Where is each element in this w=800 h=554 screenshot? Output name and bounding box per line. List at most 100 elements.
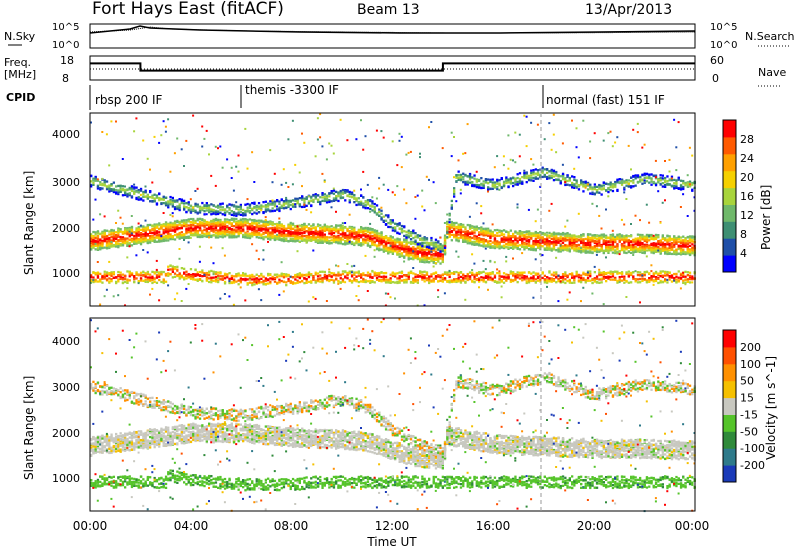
- data-cell: [380, 235, 383, 238]
- data-cell: [185, 219, 188, 222]
- data-cell: [90, 238, 93, 241]
- data-cell: [303, 227, 306, 230]
- data-cell: [371, 241, 374, 244]
- data-cell: [217, 279, 220, 282]
- data-cell: [323, 195, 326, 199]
- data-cell: [210, 222, 213, 226]
- data-cell: [173, 238, 177, 241]
- freq-right-tick-top: 60: [710, 54, 724, 67]
- data-cell: [369, 228, 372, 231]
- data-cell: [103, 239, 106, 242]
- data-cell: [287, 279, 290, 283]
- data-cell: [203, 213, 206, 216]
- data-cell: [509, 180, 512, 183]
- data-cell: [384, 249, 388, 252]
- data-cell: [198, 223, 202, 226]
- data-cell: [437, 246, 440, 250]
- data-cell: [121, 222, 124, 225]
- data-cell: [264, 220, 267, 223]
- data-cell: [466, 123, 469, 126]
- data-cell: [360, 226, 363, 229]
- data-cell: [276, 228, 279, 231]
- data-cell: [171, 270, 174, 273]
- data-cell: [251, 225, 254, 228]
- data-cell: [457, 178, 460, 181]
- data-cell: [223, 225, 227, 228]
- data-cell: [178, 205, 181, 208]
- data-cell: [149, 239, 152, 242]
- data-cell: [405, 240, 408, 243]
- data-cell: [196, 279, 199, 282]
- data-cell: [468, 225, 472, 228]
- data-cell: [228, 226, 231, 230]
- data-cell: [423, 258, 426, 261]
- data-cell: [303, 239, 306, 242]
- data-cell: [183, 233, 186, 236]
- data-cell: [96, 237, 100, 241]
- data-cell: [391, 245, 394, 248]
- data-cell: [278, 221, 281, 224]
- data-cell: [291, 183, 294, 186]
- data-cell: [366, 239, 370, 242]
- data-cell: [271, 181, 274, 184]
- data-cell: [398, 241, 401, 245]
- data-cell: [271, 199, 274, 202]
- data-cell: [371, 205, 374, 208]
- data-cell: [416, 251, 419, 254]
- data-cell: [264, 226, 267, 229]
- data-cell: [360, 243, 363, 246]
- data-cell: [214, 231, 218, 235]
- data-cell: [296, 281, 299, 284]
- data-cell: [330, 191, 333, 195]
- data-cell: [99, 247, 102, 250]
- data-cell: [142, 239, 145, 242]
- data-cell: [239, 205, 242, 208]
- data-cell: [362, 277, 365, 281]
- data-cell: [267, 229, 270, 232]
- data-cell: [362, 196, 365, 199]
- data-cell: [162, 224, 165, 227]
- data-cell: [149, 234, 152, 238]
- data-cell: [455, 200, 458, 203]
- data-cell: [262, 220, 265, 224]
- data-cell: [180, 236, 183, 239]
- data-cell: [505, 260, 508, 263]
- data-cell: [124, 190, 127, 193]
- data-cell: [273, 235, 277, 238]
- data-cell: [425, 279, 429, 282]
- data-cell: [260, 207, 263, 211]
- data-cell: [139, 228, 143, 231]
- data-cell: [142, 190, 145, 194]
- data-cell: [493, 181, 497, 184]
- data-cell: [271, 209, 274, 213]
- data-cell: [305, 277, 308, 281]
- data-cell: [471, 232, 474, 235]
- data-cell: [357, 270, 360, 273]
- data-cell: [119, 274, 122, 277]
- data-cell: [248, 233, 252, 236]
- data-cell: [110, 120, 113, 123]
- data-cell: [196, 211, 199, 214]
- data-cell: [142, 227, 145, 231]
- data-cell: [473, 281, 476, 284]
- data-cell: [439, 254, 442, 257]
- data-cell: [251, 151, 254, 154]
- data-cell: [205, 271, 208, 275]
- data-cell: [398, 281, 401, 284]
- data-cell: [271, 201, 274, 205]
- data-cell: [117, 192, 120, 196]
- data-cell: [248, 204, 252, 207]
- data-cell: [251, 227, 254, 230]
- data-cell: [428, 251, 431, 254]
- data-cell: [412, 229, 415, 233]
- data-cell: [439, 248, 442, 252]
- data-cell: [403, 230, 406, 233]
- data-cell: [414, 196, 417, 198]
- data-cell: [205, 209, 208, 212]
- data-cell: [432, 253, 435, 256]
- data-cell: [382, 248, 385, 251]
- data-cell: [475, 228, 478, 231]
- data-cell: [178, 203, 181, 206]
- data-cell: [244, 279, 247, 282]
- data-cell: [226, 210, 229, 213]
